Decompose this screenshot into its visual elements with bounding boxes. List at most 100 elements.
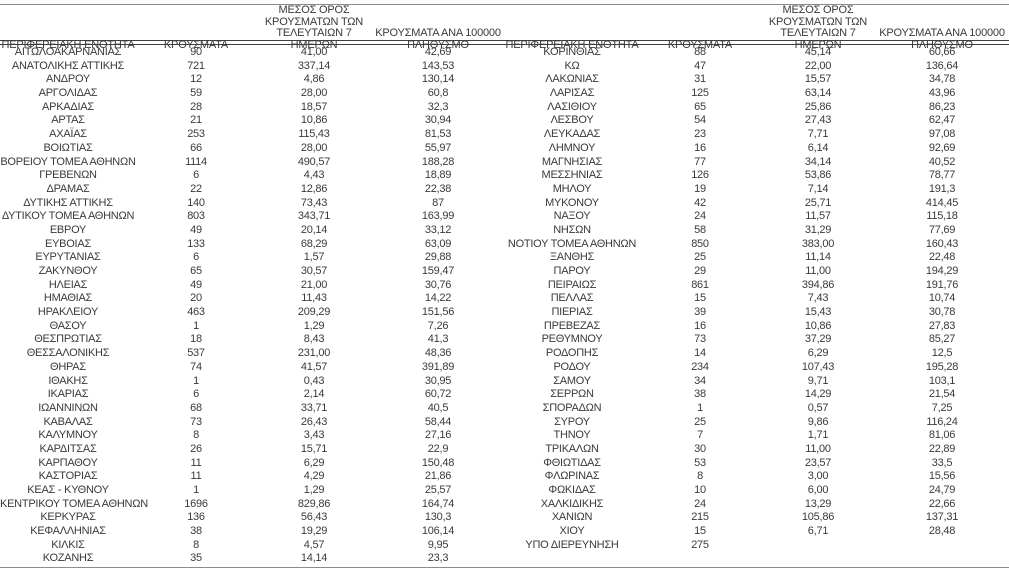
- per100k-cell: 92,69: [928, 141, 956, 154]
- region-name-cell: ΔΥΤΙΚΟΥ ΤΟΜΕΑ ΑΘΗΝΩΝ: [1, 210, 135, 223]
- region-name-cell: ΧΑΝΙΩΝ: [551, 511, 593, 524]
- region-name-cell: ΔΥΤΙΚΗΣ ΑΤΤΙΚΗΣ: [23, 196, 113, 209]
- table-row: ΖΑΚΥΝΘΟΥ 65 30,57 159,47: [0, 265, 504, 279]
- col-header-per-100000: ΚΡΟΥΣΜΑΤΑ ΑΝΑ 100000 ΠΛΗΘΥΣΜΟ: [879, 27, 1005, 51]
- avg7-cell: 4,43: [303, 169, 325, 182]
- per100k-cell: 160,43: [925, 237, 959, 250]
- table-row: ΜΗΛΟΥ 19 7,14 191,3: [504, 183, 1009, 197]
- cases-cell: 8: [697, 470, 703, 483]
- table-row: ΚΕΦΑΛΛΗΝΙΑΣ 38 19,29 106,14: [0, 525, 504, 539]
- table-row: ΡΕΘΥΜΝΟΥ 73 37,29 85,27: [504, 333, 1009, 347]
- cases-cell: 23: [694, 128, 706, 141]
- per100k-cell: 137,31: [925, 511, 959, 524]
- cases-cell: 8: [193, 429, 199, 442]
- cases-cell: 65: [190, 265, 202, 277]
- cases-cell: 6: [193, 388, 199, 401]
- region-name-cell: ΗΡΑΚΛΕΙΟΥ: [37, 306, 99, 319]
- region-name-cell: ΕΥΡΥΤΑΝΙΑΣ: [35, 251, 101, 264]
- cases-cell: 49: [190, 278, 202, 291]
- per100k-cell: [876, 539, 1008, 553]
- per100k-cell: 97,08: [928, 128, 956, 141]
- per100k-cell: 22,38: [424, 182, 452, 195]
- avg7-cell: 26,43: [300, 415, 328, 428]
- col-header-region: ΠΕΡΙΦΕΡΕΙΑΚΗ ΕΝΟΤΗΤΑ: [1, 38, 135, 51]
- table-row: ΘΗΡΑΣ 74 41,57 391,89: [0, 361, 504, 375]
- avg7-cell: 27,43: [804, 114, 832, 127]
- region-name-cell: ΦΩΚΙΔΑΣ: [548, 484, 596, 496]
- avg7-cell: 829,86: [297, 497, 331, 510]
- avg7-cell: 2,14: [303, 388, 325, 401]
- cases-cell: 66: [190, 141, 202, 154]
- table-row: ΔΥΤΙΚΗΣ ΑΤΤΙΚΗΣ 140 73,43 87: [0, 197, 504, 211]
- cases-cell: 463: [187, 306, 205, 319]
- region-name-cell: ΚΙΛΚΙΣ: [51, 538, 85, 551]
- region-name-cell: ΑΡΚΑΔΙΑΣ: [42, 100, 94, 113]
- cases-cell: 68: [190, 401, 202, 414]
- cases-cell: 34: [694, 374, 706, 387]
- region-name-cell: ΜΗΛΟΥ: [552, 182, 592, 195]
- cases-cell: 90: [190, 46, 202, 58]
- region-name-cell: ΣΑΜΟΥ: [553, 374, 591, 387]
- per100k-cell: 22,89: [928, 442, 956, 455]
- header-underline: [0, 40, 1009, 41]
- per100k-cell: 194,29: [925, 265, 959, 277]
- region-name-cell: ΝΑΞΟΥ: [553, 210, 591, 223]
- region-name-cell: ΛΕΥΚΑΔΑΣ: [543, 128, 601, 141]
- cases-cell: 234: [691, 360, 709, 373]
- avg7-cell: 490,57: [297, 155, 331, 168]
- table-row: ΚΕΡΚΥΡΑΣ 136 56,43 130,3: [0, 511, 504, 525]
- avg7-cell: 4,86: [303, 73, 325, 86]
- cases-cell: 126: [691, 169, 709, 182]
- table-row: ΧΑΝΙΩΝ 215 105,86 137,31: [504, 511, 1009, 525]
- cases-cell: 28: [190, 100, 202, 113]
- cases-cell: 11: [190, 456, 202, 469]
- per100k-cell: 60,8: [427, 87, 449, 100]
- region-name-cell: ΜΕΣΣΗΝΙΑΣ: [541, 169, 603, 182]
- region-name-cell: ΛΗΜΝΟΥ: [548, 141, 596, 154]
- table-header: ΠΕΡΙΦΕΡΕΙΑΚΗ ΕΝΟΤΗΤΑ ΚΡΟΥΣΜΑΤΑ ΜΕΣΟΣ ΟΡΟ…: [0, 4, 1009, 50]
- table-row: ΝΟΤΙΟΥ ΤΟΜΕΑ ΑΘΗΝΩΝ 850 383,00 160,43: [504, 238, 1009, 252]
- region-name-cell: ΜΥΚΟΝΟΥ: [545, 196, 599, 209]
- per100k-cell: 12,5: [931, 347, 953, 360]
- table-row: ΕΥΒΟΙΑΣ 133 68,29 63,09: [0, 238, 504, 252]
- region-name-cell: ΧΑΛΚΙΔΙΚΗΣ: [540, 497, 604, 510]
- cases-cell: 38: [694, 388, 706, 401]
- region-name-cell: ΘΗΡΑΣ: [50, 360, 86, 373]
- region-name-cell: ΒΟΙΩΤΙΑΣ: [43, 141, 93, 154]
- cases-cell: 39: [694, 306, 706, 319]
- cases-cell: 1114: [185, 155, 207, 168]
- avg7-cell: 37,29: [804, 333, 832, 346]
- cases-cell: 215: [691, 511, 709, 524]
- region-name-cell: ΑΝΔΡΟΥ: [45, 73, 90, 86]
- avg7-cell: 41,57: [300, 360, 328, 373]
- region-name-cell: ΜΑΓΝΗΣΙΑΣ: [541, 155, 603, 168]
- cases-cell: 15: [694, 292, 706, 305]
- table-row: ΚΟΡΙΝΘΙΑΣ 88 45,14 60,66: [504, 46, 1009, 60]
- table-row: ΙΩΑΝΝΙΝΩΝ 68 33,71 40,5: [0, 402, 504, 416]
- region-name-cell: ΞΑΝΘΗΣ: [549, 251, 595, 264]
- cases-cell: 58: [694, 223, 706, 236]
- per100k-cell: 163,99: [421, 210, 455, 223]
- per100k-cell: 191,76: [925, 278, 959, 291]
- avg7-cell: 9,71: [807, 374, 829, 387]
- avg7-cell: 68,29: [300, 237, 328, 250]
- per100k-cell: 77,69: [928, 223, 956, 236]
- table-row: ΦΘΙΩΤΙΔΑΣ 53 23,57 33,5: [504, 457, 1009, 471]
- per100k-cell: 60,72: [424, 388, 452, 401]
- cases-cell: 22: [190, 182, 202, 195]
- cases-cell: 65: [694, 100, 706, 113]
- avg7-cell: 0,43: [303, 374, 325, 387]
- per100k-cell: 159,47: [421, 265, 455, 277]
- cases-cell: 6: [193, 251, 199, 264]
- region-name-cell: ΚΑΣΤΟΡΙΑΣ: [38, 470, 98, 483]
- table-row: ΛΗΜΝΟΥ 16 6,14 92,69: [504, 142, 1009, 156]
- cases-cell: 721: [187, 59, 205, 72]
- per100k-cell: 55,97: [424, 141, 452, 154]
- cases-cell: 49: [190, 223, 202, 236]
- cases-cell: 24: [694, 497, 706, 510]
- region-name-cell: ΑΡΤΑΣ: [51, 114, 85, 127]
- table-row: ΘΑΣΟΥ 1 1,29 7,26: [0, 320, 504, 334]
- per100k-cell: 22,9: [427, 442, 449, 455]
- table-row: ΣΥΡΟΥ 25 9,86 116,24: [504, 416, 1009, 430]
